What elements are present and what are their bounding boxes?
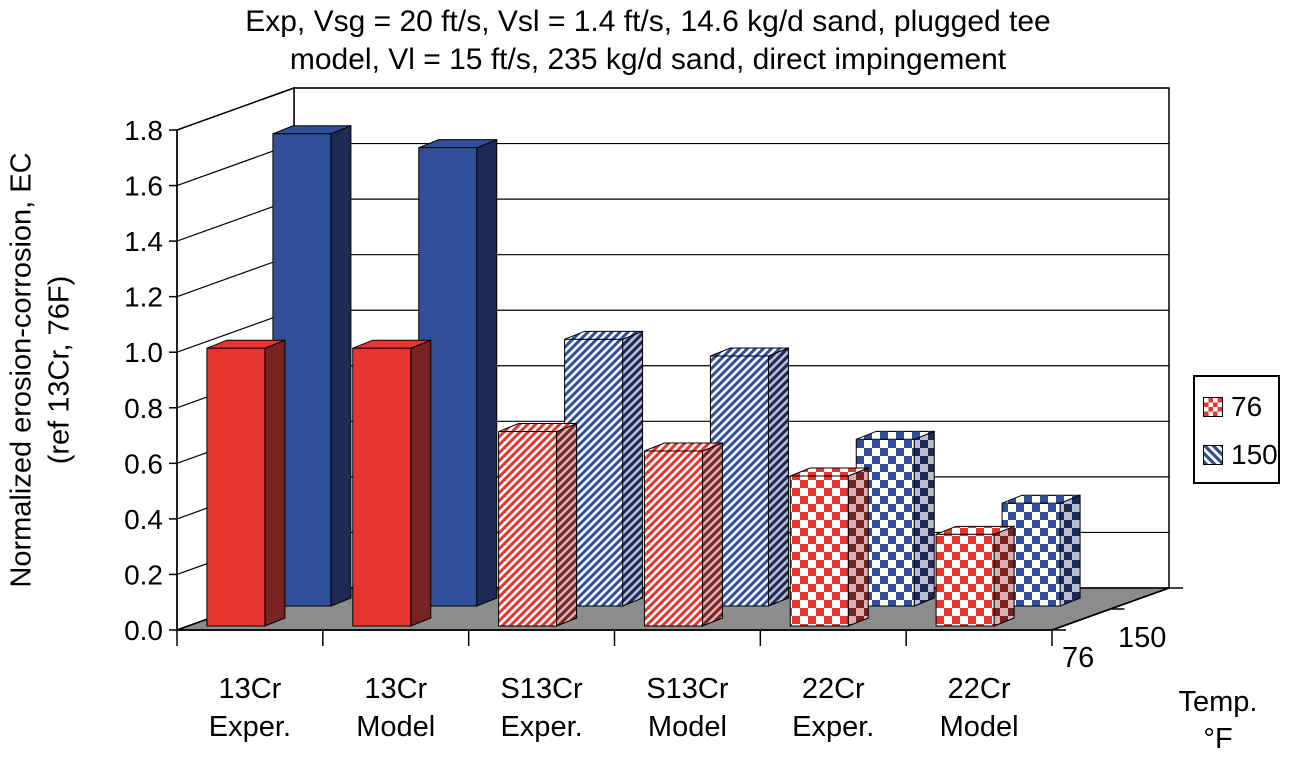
x-tick-label: Model [940,711,1019,743]
bar-76-3-front [643,450,703,627]
bar-76-1-side [410,339,432,627]
bar-150-4-side [913,430,935,607]
x-tick-label: Exper. [209,711,291,743]
y-tick-label: 0.0 [124,615,163,646]
x-tick-label: Exper. [500,711,582,743]
bar-76-3-side [701,442,723,627]
bar-76-3 [643,442,723,627]
bar-76-2-side [556,422,578,627]
bar-76-4 [789,467,869,627]
legend-swatch-150 [1203,445,1223,465]
bar-76-1-front [352,347,412,627]
y-tick-label: 1.2 [124,282,163,313]
legend-item-76: 76 [1203,391,1262,423]
depth-axis-label-line-1: Temp. [1179,686,1258,718]
y-tick-label: 1.4 [124,226,163,257]
gridline-side [176,87,295,131]
y-tick-label: 0.6 [124,448,163,479]
x-tick-label: 22Cr [948,673,1011,705]
x-tick-label: Model [356,711,435,743]
bar-76-4-front [789,475,849,627]
x-tick-label: S13Cr [646,673,729,705]
bar-150-1-side [476,138,498,607]
bar-76-5-front [935,533,995,627]
bar-150-2-side [622,330,644,607]
y-tick-label: 0.4 [124,504,163,535]
bar-76-0 [206,339,286,627]
bar-150-0-side [330,125,352,607]
legend-swatch-76 [1203,397,1223,417]
y-tick-label: 1.6 [124,171,163,202]
bar-76-5-side [993,525,1015,627]
y-tick-label: 0.8 [124,393,163,424]
bar-76-1 [352,339,432,627]
bar-76-0-front [206,347,266,627]
depth-label-76: 76 [1062,642,1094,674]
bar-150-3-side [767,347,789,607]
bar-76-2-front [498,431,558,627]
bar-76-0-side [264,339,286,627]
x-tick-label: 13Cr [364,673,427,705]
depth-axis-label-line-2: °F [1203,723,1232,755]
x-tick-label: 22Cr [802,673,865,705]
bar-76-2 [498,422,578,627]
y-tick-label: 1.8 [124,115,163,146]
x-tick-label: S13Cr [500,673,583,705]
legend-item-150: 150 [1203,439,1278,471]
legend-label-76: 76 [1231,391,1263,422]
y-tick-label: 1.0 [124,337,163,368]
bar-76-5 [935,525,1015,627]
bar-76-4-side [847,467,869,627]
x-tick-label: Exper. [792,711,874,743]
depth-label-150: 150 [1118,622,1166,654]
bar-150-5-side [1059,494,1081,607]
legend-label-150: 150 [1231,439,1278,470]
legend: 76 150 [1193,375,1280,484]
x-tick-label: 13Cr [218,673,281,705]
chart-title-line-2: model, Vl = 15 ft/s, 235 kg/d sand, dire… [289,43,1007,76]
chart-title-line-1: Exp, Vsg = 20 ft/s, Vsl = 1.4 ft/s, 14.6… [245,5,1051,38]
y-tick-label: 0.2 [124,559,163,590]
x-tick-label: Model [648,711,727,743]
